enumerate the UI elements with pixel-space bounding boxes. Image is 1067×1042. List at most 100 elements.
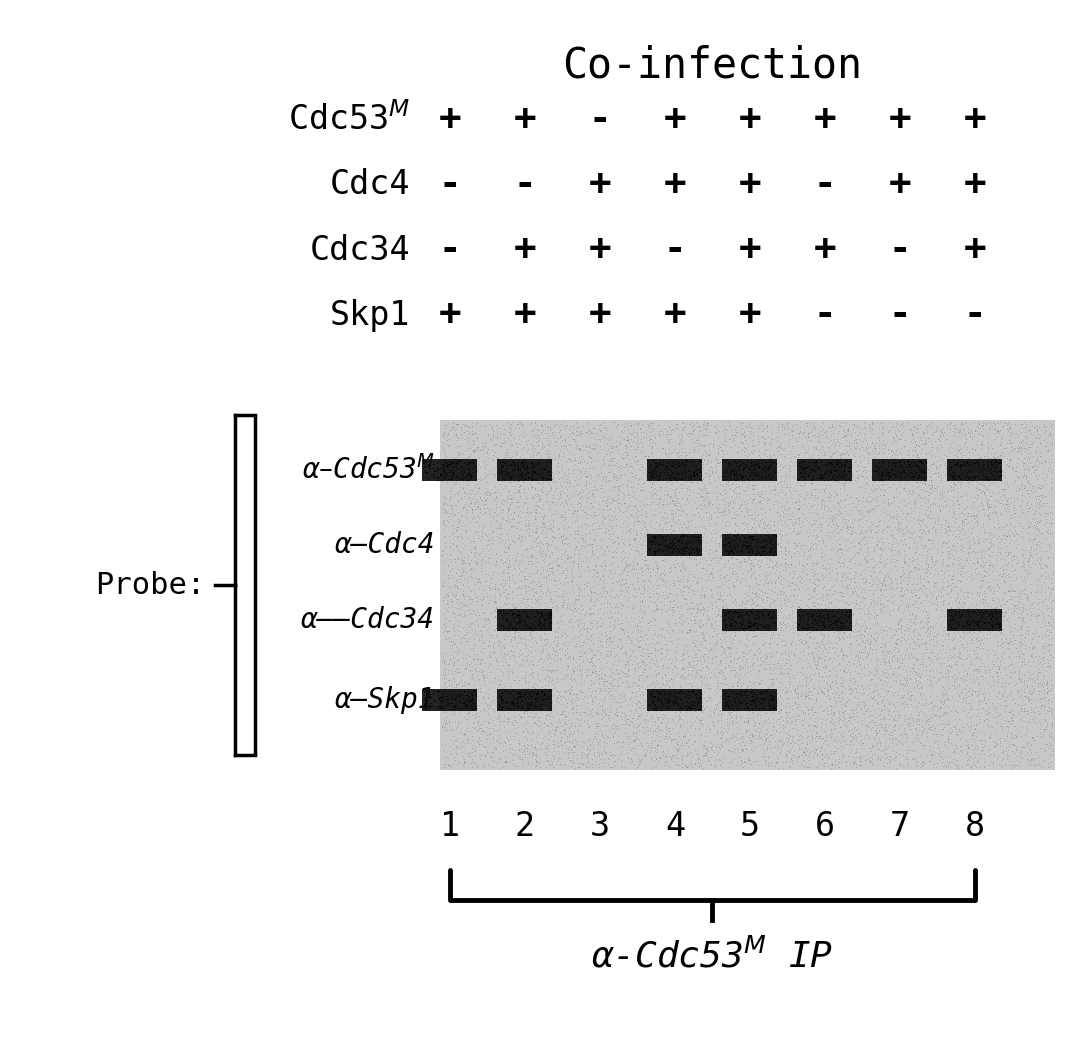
Point bbox=[453, 468, 471, 485]
Point bbox=[1000, 490, 1017, 506]
Point bbox=[1038, 617, 1055, 634]
Point bbox=[728, 419, 745, 436]
Point bbox=[713, 414, 730, 430]
Point bbox=[569, 438, 586, 454]
Point bbox=[435, 500, 452, 517]
Point bbox=[626, 578, 643, 595]
Point bbox=[480, 531, 497, 548]
Point bbox=[830, 495, 847, 512]
Point bbox=[540, 446, 557, 463]
Point bbox=[1010, 439, 1028, 455]
Point bbox=[654, 551, 671, 568]
Point bbox=[1004, 743, 1021, 760]
Point bbox=[711, 438, 728, 454]
Point bbox=[792, 424, 809, 441]
Point bbox=[823, 539, 840, 555]
Point bbox=[496, 686, 513, 702]
Point bbox=[748, 455, 765, 472]
Point bbox=[991, 468, 1008, 485]
Point bbox=[506, 652, 523, 669]
Point bbox=[634, 667, 651, 684]
Point bbox=[1024, 664, 1041, 680]
Point bbox=[980, 506, 997, 523]
Point bbox=[1014, 656, 1031, 673]
Point bbox=[982, 548, 999, 565]
Point bbox=[453, 560, 471, 576]
Point bbox=[690, 507, 707, 524]
Point bbox=[617, 495, 634, 512]
Point bbox=[539, 580, 556, 597]
Point bbox=[816, 450, 833, 467]
Point bbox=[810, 508, 827, 525]
Point bbox=[864, 457, 881, 474]
Point bbox=[555, 683, 572, 699]
Point bbox=[673, 428, 690, 445]
Point bbox=[865, 538, 882, 554]
Point bbox=[993, 759, 1010, 775]
Point bbox=[738, 536, 755, 552]
Point bbox=[722, 456, 739, 473]
Point bbox=[628, 697, 646, 714]
Point bbox=[608, 638, 625, 654]
Point bbox=[509, 462, 526, 478]
Point bbox=[927, 574, 944, 591]
Point bbox=[538, 609, 555, 625]
Point bbox=[1033, 477, 1050, 494]
Point bbox=[790, 510, 807, 526]
Point bbox=[523, 644, 540, 661]
Point bbox=[469, 570, 487, 587]
Point bbox=[952, 725, 969, 742]
Point bbox=[496, 452, 513, 469]
Point bbox=[477, 758, 494, 774]
Point bbox=[554, 432, 571, 449]
Point bbox=[711, 552, 728, 569]
Point bbox=[927, 651, 944, 668]
Point bbox=[923, 476, 940, 493]
Point bbox=[682, 621, 699, 638]
Point bbox=[559, 600, 576, 617]
Point bbox=[496, 595, 513, 612]
Point bbox=[838, 422, 855, 439]
Point bbox=[767, 428, 784, 445]
Point bbox=[447, 739, 464, 755]
Point bbox=[792, 518, 809, 535]
Point bbox=[813, 566, 830, 582]
Point bbox=[614, 534, 631, 550]
Point bbox=[895, 725, 912, 742]
Point bbox=[1018, 619, 1035, 636]
Point bbox=[475, 703, 492, 720]
Point bbox=[642, 435, 659, 451]
Point bbox=[910, 420, 927, 437]
Point bbox=[749, 704, 766, 721]
Point bbox=[557, 684, 574, 700]
Point bbox=[498, 467, 515, 483]
Point bbox=[877, 745, 894, 762]
Point bbox=[870, 559, 887, 575]
Point bbox=[755, 538, 773, 554]
Point bbox=[473, 552, 490, 569]
Point bbox=[555, 576, 572, 593]
Point bbox=[819, 606, 837, 623]
Point bbox=[891, 456, 908, 473]
Point bbox=[539, 620, 556, 637]
Point bbox=[584, 568, 601, 585]
Point bbox=[514, 702, 531, 719]
Point bbox=[583, 627, 600, 644]
Point bbox=[516, 567, 534, 584]
Point bbox=[796, 464, 813, 480]
Point bbox=[469, 692, 487, 709]
Point bbox=[846, 680, 863, 697]
Point bbox=[734, 451, 751, 468]
Point bbox=[594, 615, 611, 631]
Point bbox=[892, 522, 909, 539]
Point bbox=[721, 529, 738, 546]
Point bbox=[886, 452, 903, 469]
Point bbox=[897, 662, 914, 678]
Point bbox=[537, 599, 554, 616]
Point bbox=[715, 691, 732, 708]
Point bbox=[523, 688, 540, 704]
Point bbox=[722, 709, 739, 725]
Point bbox=[819, 586, 837, 602]
Point bbox=[541, 453, 558, 470]
Point bbox=[975, 448, 992, 465]
